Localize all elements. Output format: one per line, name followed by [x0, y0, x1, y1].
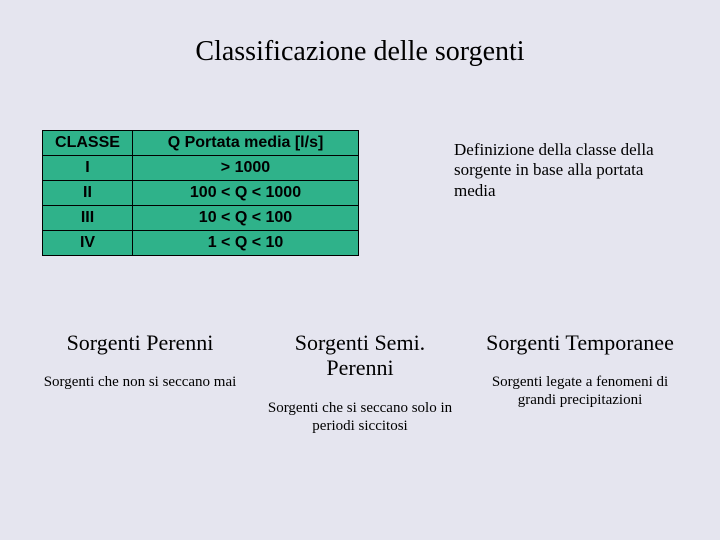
category-perenni: Sorgenti Perenni Sorgenti che non si sec…	[40, 330, 240, 435]
table-header-row: CLASSE Q Portata media [l/s]	[43, 131, 359, 156]
classification-table: CLASSE Q Portata media [l/s] I > 1000 II…	[42, 130, 359, 256]
category-desc: Sorgenti legate a fenomeni di grandi pre…	[480, 373, 680, 409]
cell-classe: I	[43, 156, 133, 181]
cell-portata: 10 < Q < 100	[133, 206, 359, 231]
table-row: II 100 < Q < 1000	[43, 181, 359, 206]
category-semiperenni: Sorgenti Semi. Perenni Sorgenti che si s…	[260, 330, 460, 435]
cell-classe: IV	[43, 231, 133, 256]
definition-text: Definizione della classe della sorgente …	[454, 140, 669, 201]
page-title: Classificazione delle sorgenti	[0, 36, 720, 68]
category-title: Sorgenti Semi. Perenni	[260, 330, 460, 381]
cell-portata: > 1000	[133, 156, 359, 181]
table-row: III 10 < Q < 100	[43, 206, 359, 231]
category-temporanee: Sorgenti Temporanee Sorgenti legate a fe…	[480, 330, 680, 435]
category-desc: Sorgenti che si seccano solo in periodi …	[260, 399, 460, 435]
category-desc: Sorgenti che non si seccano mai	[40, 373, 240, 391]
categories-row: Sorgenti Perenni Sorgenti che non si sec…	[40, 330, 680, 435]
category-title: Sorgenti Perenni	[40, 330, 240, 355]
cell-portata: 1 < Q < 10	[133, 231, 359, 256]
table-row: I > 1000	[43, 156, 359, 181]
cell-classe: III	[43, 206, 133, 231]
cell-portata: 100 < Q < 1000	[133, 181, 359, 206]
table-row: IV 1 < Q < 10	[43, 231, 359, 256]
category-title: Sorgenti Temporanee	[480, 330, 680, 355]
cell-classe: II	[43, 181, 133, 206]
header-portata: Q Portata media [l/s]	[133, 131, 359, 156]
header-classe: CLASSE	[43, 131, 133, 156]
